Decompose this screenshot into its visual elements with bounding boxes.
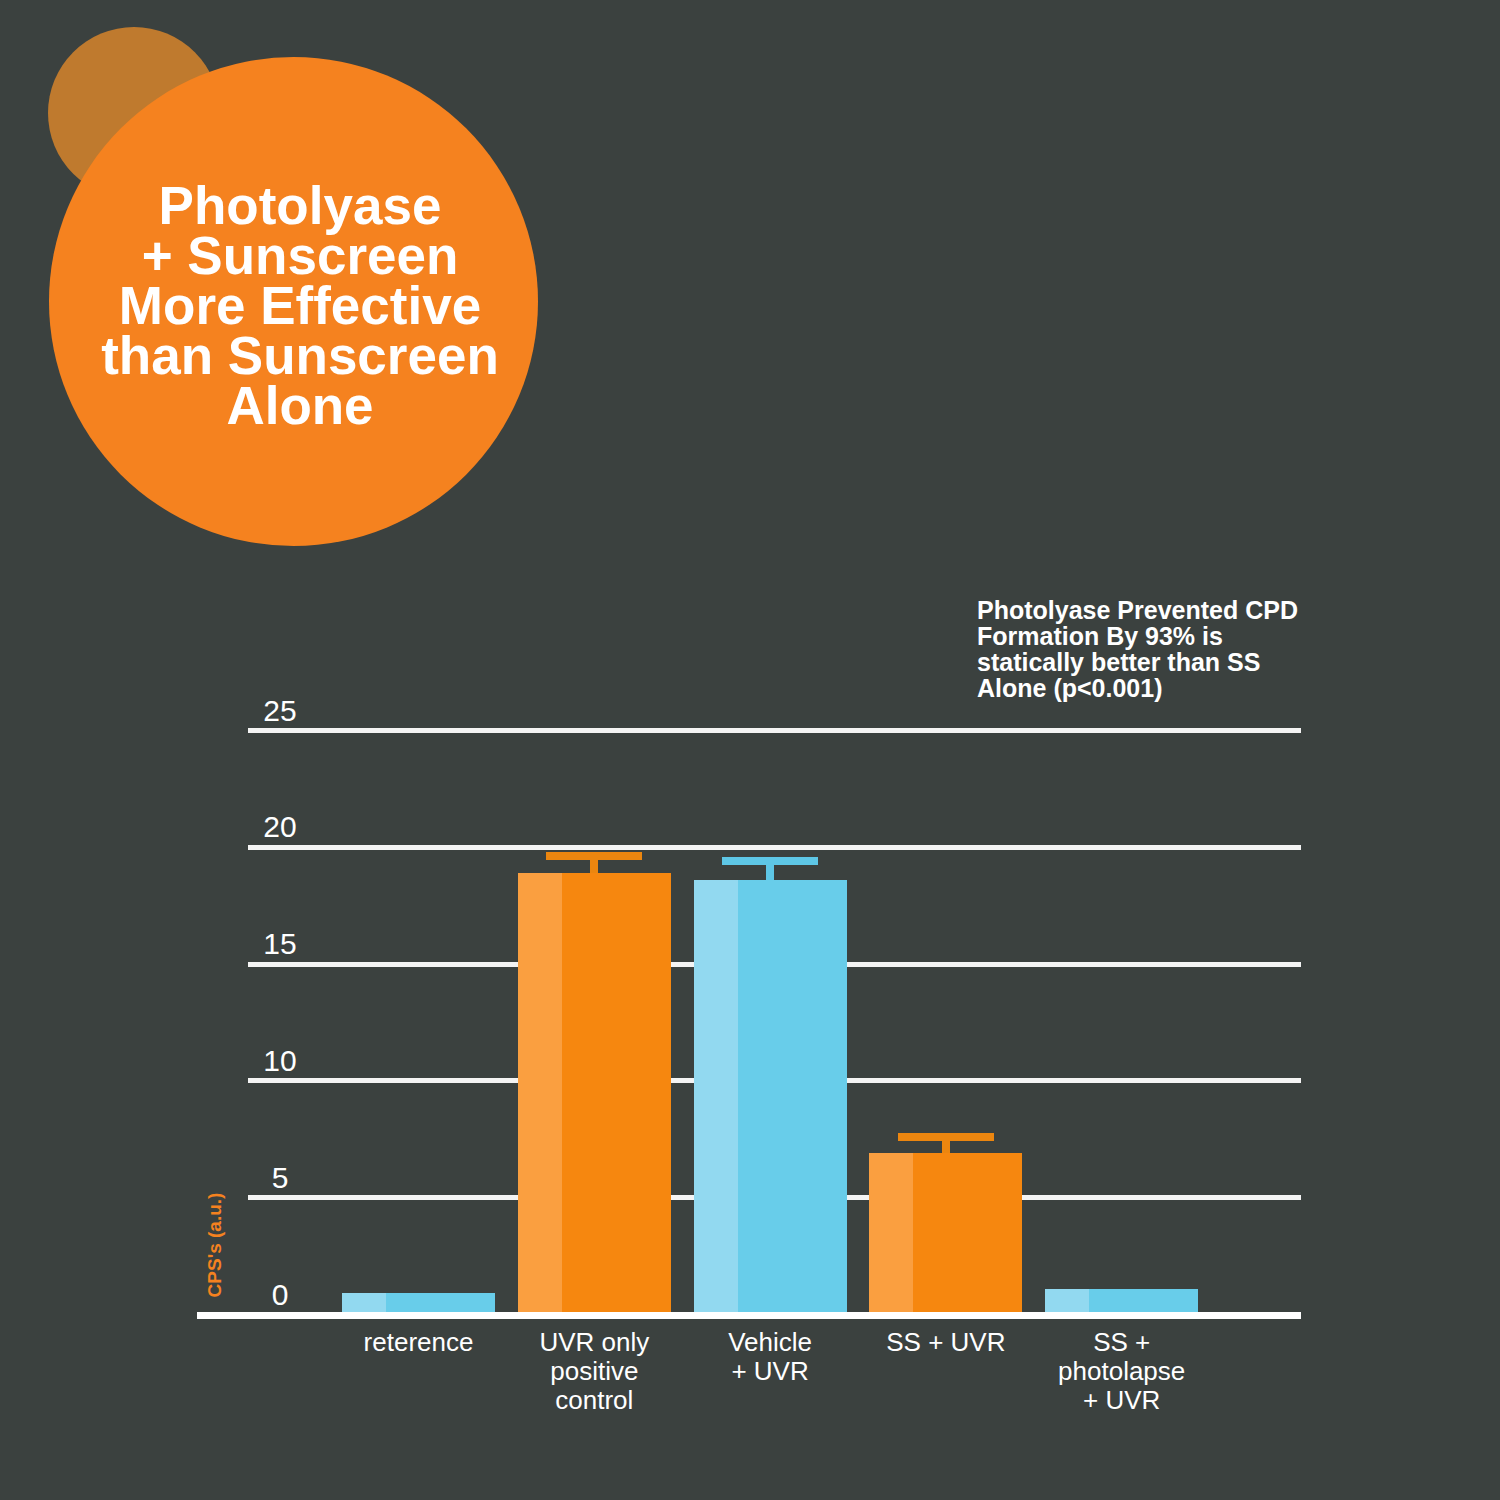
y-tick-label-20: 20 bbox=[220, 810, 340, 844]
x-axis-line bbox=[197, 1312, 1301, 1319]
error-bar-cap-3 bbox=[898, 1133, 994, 1141]
error-bar-stem-3 bbox=[942, 1141, 950, 1153]
x-category-label-4: SS + photolapse + UVR bbox=[1012, 1328, 1232, 1415]
chart-annotation: Photolyase Prevented CPD Formation By 93… bbox=[977, 597, 1337, 701]
y-tick-label-25: 25 bbox=[220, 694, 340, 728]
bar-1 bbox=[518, 873, 671, 1315]
y-tick-label-0: 0 bbox=[220, 1278, 340, 1312]
infographic-page: Photolyase + Sunscreen More Effective th… bbox=[0, 0, 1500, 1500]
y-tick-label-5: 5 bbox=[220, 1161, 340, 1195]
error-bar-stem-1 bbox=[590, 860, 598, 872]
bar-3 bbox=[869, 1153, 1022, 1315]
error-bar-stem-2 bbox=[766, 865, 774, 880]
gridline-25 bbox=[248, 728, 1301, 733]
error-bar-cap-1 bbox=[546, 852, 642, 860]
error-bar-cap-2 bbox=[722, 857, 818, 865]
badge-title: Photolyase + Sunscreen More Effective th… bbox=[50, 181, 550, 431]
bar-2 bbox=[694, 880, 847, 1315]
y-tick-label-15: 15 bbox=[220, 927, 340, 961]
y-tick-label-10: 10 bbox=[220, 1044, 340, 1078]
gridline-20 bbox=[248, 845, 1301, 850]
